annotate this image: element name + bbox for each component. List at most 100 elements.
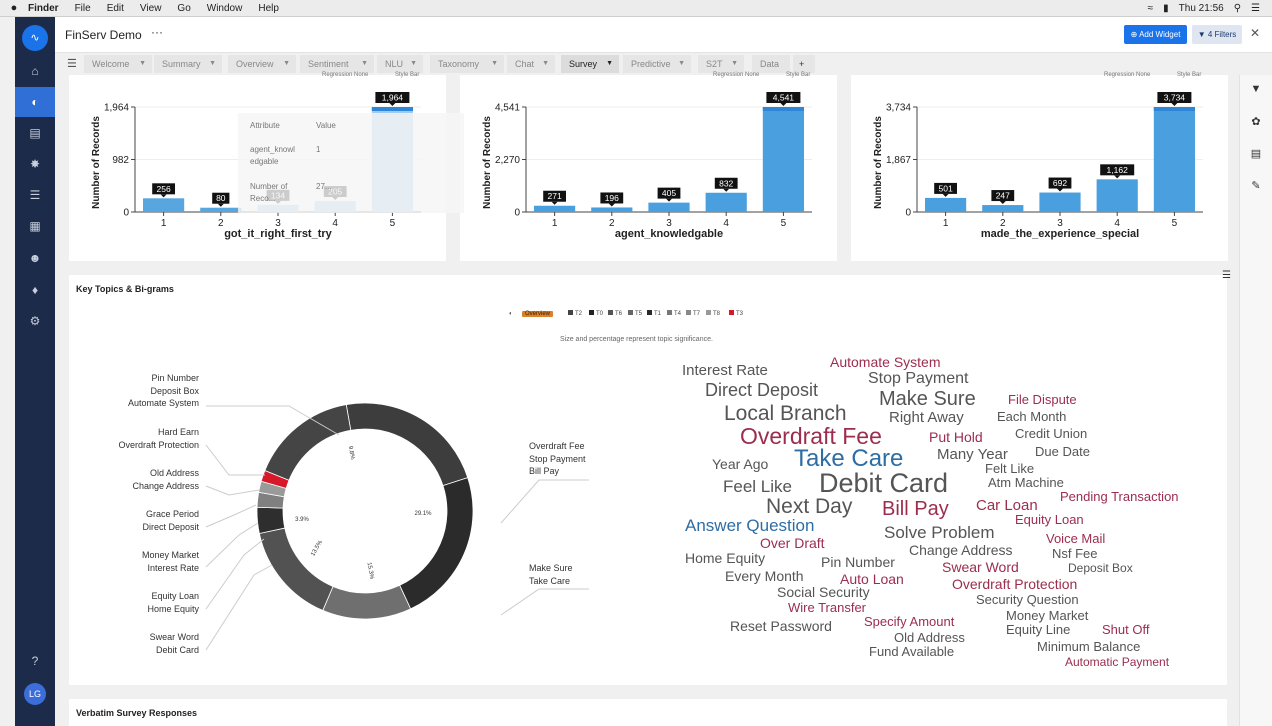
- help-icon[interactable]: ?: [31, 654, 39, 668]
- word-cloud-term[interactable]: Answer Question: [685, 516, 815, 535]
- bar[interactable]: [200, 207, 242, 212]
- donut-slice[interactable]: [264, 404, 352, 481]
- menu-file[interactable]: File: [74, 2, 91, 14]
- word-cloud-term[interactable]: Minimum Balance: [1037, 639, 1141, 654]
- legend-item-t7[interactable]: T7: [686, 309, 700, 319]
- menu-view[interactable]: View: [139, 2, 162, 14]
- tab-overview[interactable]: Overview ▼: [228, 55, 296, 73]
- settings-gear-icon[interactable]: ✸: [29, 157, 41, 171]
- word-cloud-term[interactable]: Put Hold: [929, 429, 983, 445]
- word-cloud-term[interactable]: Local Branch: [724, 402, 847, 425]
- grid-icon[interactable]: ▦: [29, 219, 41, 233]
- word-cloud-term[interactable]: Swear Word: [942, 559, 1019, 575]
- regression-note[interactable]: Regression None: [713, 72, 760, 78]
- word-cloud-term[interactable]: Felt Like: [985, 461, 1035, 476]
- word-cloud-term[interactable]: File Dispute: [1008, 392, 1077, 407]
- tab-s2t[interactable]: S2T ▼: [698, 55, 744, 73]
- menu-app-name[interactable]: Finder: [28, 2, 59, 14]
- dashboard-icon[interactable]: ◐: [15, 87, 55, 117]
- word-cloud-term[interactable]: Automate System: [830, 354, 941, 370]
- word-cloud-term[interactable]: Overdraft Fee: [740, 423, 882, 449]
- word-cloud-term[interactable]: Due Date: [1035, 444, 1090, 459]
- waveform-logo-icon[interactable]: ∿: [22, 25, 48, 51]
- tab-summary[interactable]: Summary ▼: [154, 55, 222, 73]
- word-cloud-term[interactable]: Feel Like: [723, 477, 792, 496]
- word-cloud-term[interactable]: Fund Available: [869, 644, 955, 659]
- word-cloud-term[interactable]: Auto Loan: [840, 571, 904, 587]
- tab-predictive[interactable]: Predictive ▼: [623, 55, 691, 73]
- bar[interactable]: [982, 205, 1024, 212]
- database-icon[interactable]: ▤: [29, 126, 41, 140]
- menu-edit[interactable]: Edit: [106, 2, 124, 14]
- tab-taxonomy[interactable]: Taxonomy ▼: [430, 55, 504, 73]
- word-cloud-term[interactable]: Specify Amount: [864, 614, 955, 629]
- close-icon[interactable]: ✕: [1250, 26, 1261, 40]
- list-icon[interactable]: ☰: [29, 188, 41, 202]
- menu-go[interactable]: Go: [177, 2, 191, 14]
- word-cloud-term[interactable]: Each Month: [997, 409, 1067, 424]
- legend-item-t3[interactable]: T3: [729, 309, 743, 319]
- word-cloud-term[interactable]: Debit Card: [819, 468, 949, 498]
- home-icon[interactable]: ⌂: [31, 64, 39, 78]
- tab-chat[interactable]: Chat ▼: [507, 55, 555, 73]
- word-cloud-term[interactable]: Car Loan: [976, 497, 1038, 514]
- bar[interactable]: [762, 107, 804, 212]
- regression-note[interactable]: Regression None: [322, 72, 369, 78]
- legend-item-t4[interactable]: T4: [667, 309, 681, 319]
- word-cloud-term[interactable]: Equity Line: [1006, 622, 1071, 637]
- word-cloud-term[interactable]: Money Market: [1006, 608, 1089, 623]
- hamburger-menu-icon[interactable]: ☰: [67, 58, 77, 70]
- legend-reset-icon[interactable]: ◐: [509, 311, 513, 317]
- legend-item-t1[interactable]: T1: [647, 309, 661, 319]
- menubar-clock[interactable]: Thu 21:56: [1178, 3, 1224, 14]
- menu-window[interactable]: Window: [206, 2, 243, 14]
- cog-icon[interactable]: ⚙: [29, 314, 41, 328]
- panel-menu-icon[interactable]: ☰: [1222, 270, 1231, 281]
- word-cloud-term[interactable]: Credit Union: [1015, 426, 1088, 441]
- tab-nlu[interactable]: NLU ▼: [377, 55, 423, 73]
- legend-item-t5[interactable]: T5: [628, 309, 642, 319]
- word-cloud-term[interactable]: Deposit Box: [1068, 561, 1133, 575]
- word-cloud-term[interactable]: Interest Rate: [682, 362, 768, 379]
- style-note[interactable]: Style Bar: [395, 72, 420, 78]
- word-cloud-term[interactable]: Right Away: [889, 409, 964, 426]
- legend-item-t0[interactable]: T0: [589, 309, 603, 319]
- palette-icon[interactable]: ✿: [1251, 116, 1261, 128]
- add-tab-button[interactable]: +: [793, 55, 815, 73]
- bell-icon[interactable]: ♦: [31, 283, 39, 297]
- tab-welcome[interactable]: Welcome ▼: [84, 55, 152, 73]
- bar[interactable]: [1039, 192, 1081, 212]
- apple-icon[interactable]: ●: [10, 2, 18, 14]
- word-cloud-term[interactable]: Equity Loan: [1015, 512, 1084, 527]
- legend-item-t2[interactable]: T2: [568, 309, 582, 319]
- word-cloud-term[interactable]: Take Care: [794, 445, 904, 472]
- battery-icon[interactable]: ▮: [1163, 3, 1169, 14]
- style-note[interactable]: Style Bar: [786, 72, 811, 78]
- bar[interactable]: [534, 205, 576, 212]
- wifi-icon[interactable]: ≈: [1147, 3, 1154, 14]
- notification-list-icon[interactable]: ☰: [1251, 3, 1260, 14]
- word-cloud-term[interactable]: Atm Machine: [988, 475, 1064, 490]
- word-cloud-term[interactable]: Pending Transaction: [1060, 489, 1179, 504]
- tab-survey[interactable]: Survey ▼: [561, 55, 619, 73]
- word-cloud-term[interactable]: Home Equity: [685, 550, 766, 566]
- bar[interactable]: [648, 202, 690, 212]
- tab-data[interactable]: Data: [752, 55, 790, 73]
- word-cloud-term[interactable]: Pin Number: [821, 554, 895, 570]
- word-cloud-term[interactable]: Wire Transfer: [788, 600, 867, 615]
- word-cloud-term[interactable]: Over Draft: [760, 535, 825, 551]
- add-widget-button[interactable]: ⊕ Add Widget: [1124, 25, 1187, 44]
- word-cloud-term[interactable]: Social Security: [777, 584, 870, 600]
- legend-item-overview[interactable]: Overview: [522, 309, 554, 319]
- bar[interactable]: [705, 192, 747, 212]
- word-cloud-term[interactable]: Direct Deposit: [705, 380, 819, 400]
- word-cloud-term[interactable]: Security Question: [976, 592, 1079, 607]
- bar[interactable]: [591, 207, 633, 212]
- word-cloud-term[interactable]: Voice Mail: [1046, 531, 1106, 546]
- word-cloud-term[interactable]: Shut Off: [1102, 622, 1150, 637]
- word-cloud-term[interactable]: Next Day: [766, 495, 853, 518]
- tab-sentiment[interactable]: Sentiment ▼: [300, 55, 374, 73]
- word-cloud-term[interactable]: Make Sure: [879, 388, 976, 410]
- word-cloud-term[interactable]: Bill Pay: [882, 498, 949, 520]
- word-cloud-term[interactable]: Every Month: [725, 568, 804, 584]
